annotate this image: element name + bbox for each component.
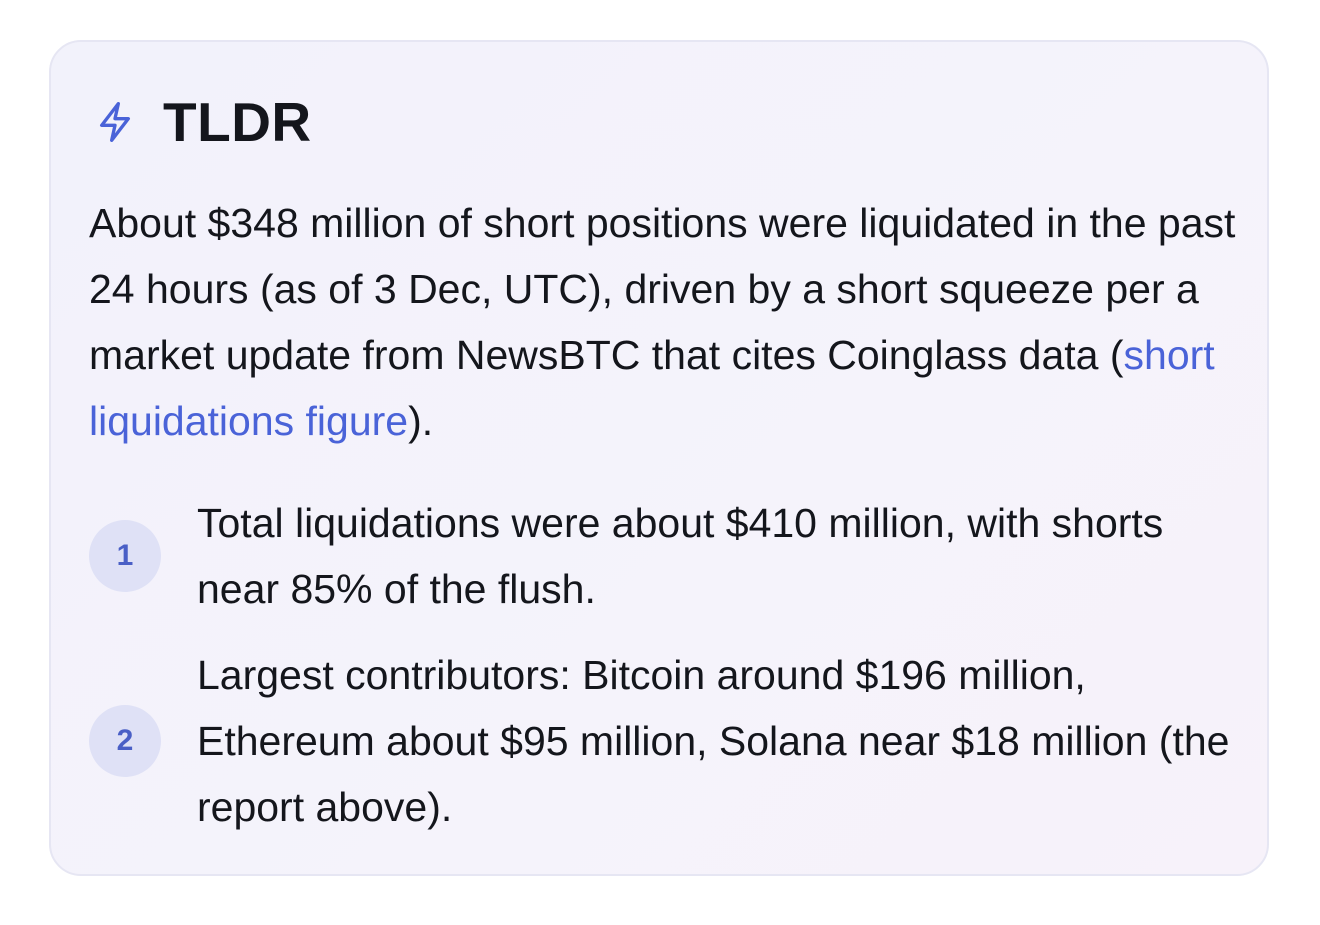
list-item-text: Total liquidations were about $410 milli… (197, 500, 1164, 612)
list-item: 2 Largest contributors: Bitcoin around $… (89, 642, 1249, 840)
summary-text-before: About $348 million of short positions we… (89, 200, 1236, 378)
card-header: TLDR (95, 91, 312, 153)
list-item-text: Largest contributors: Bitcoin around $19… (197, 652, 1230, 830)
short-liquidations-link[interactable]: short liquidations figure (89, 332, 1215, 444)
tldr-card: TLDR About $348 million of short positio… (49, 40, 1269, 876)
summary-text-after: ). (408, 398, 434, 444)
number-badge: 1 (89, 520, 161, 592)
card-title: TLDR (163, 91, 312, 153)
lightning-bolt-icon (95, 100, 135, 144)
key-points-list: 1 Total liquidations were about $410 mil… (89, 490, 1249, 860)
summary-paragraph: About $348 million of short positions we… (89, 190, 1239, 454)
number-badge: 2 (89, 705, 161, 777)
list-item: 1 Total liquidations were about $410 mil… (89, 490, 1249, 622)
